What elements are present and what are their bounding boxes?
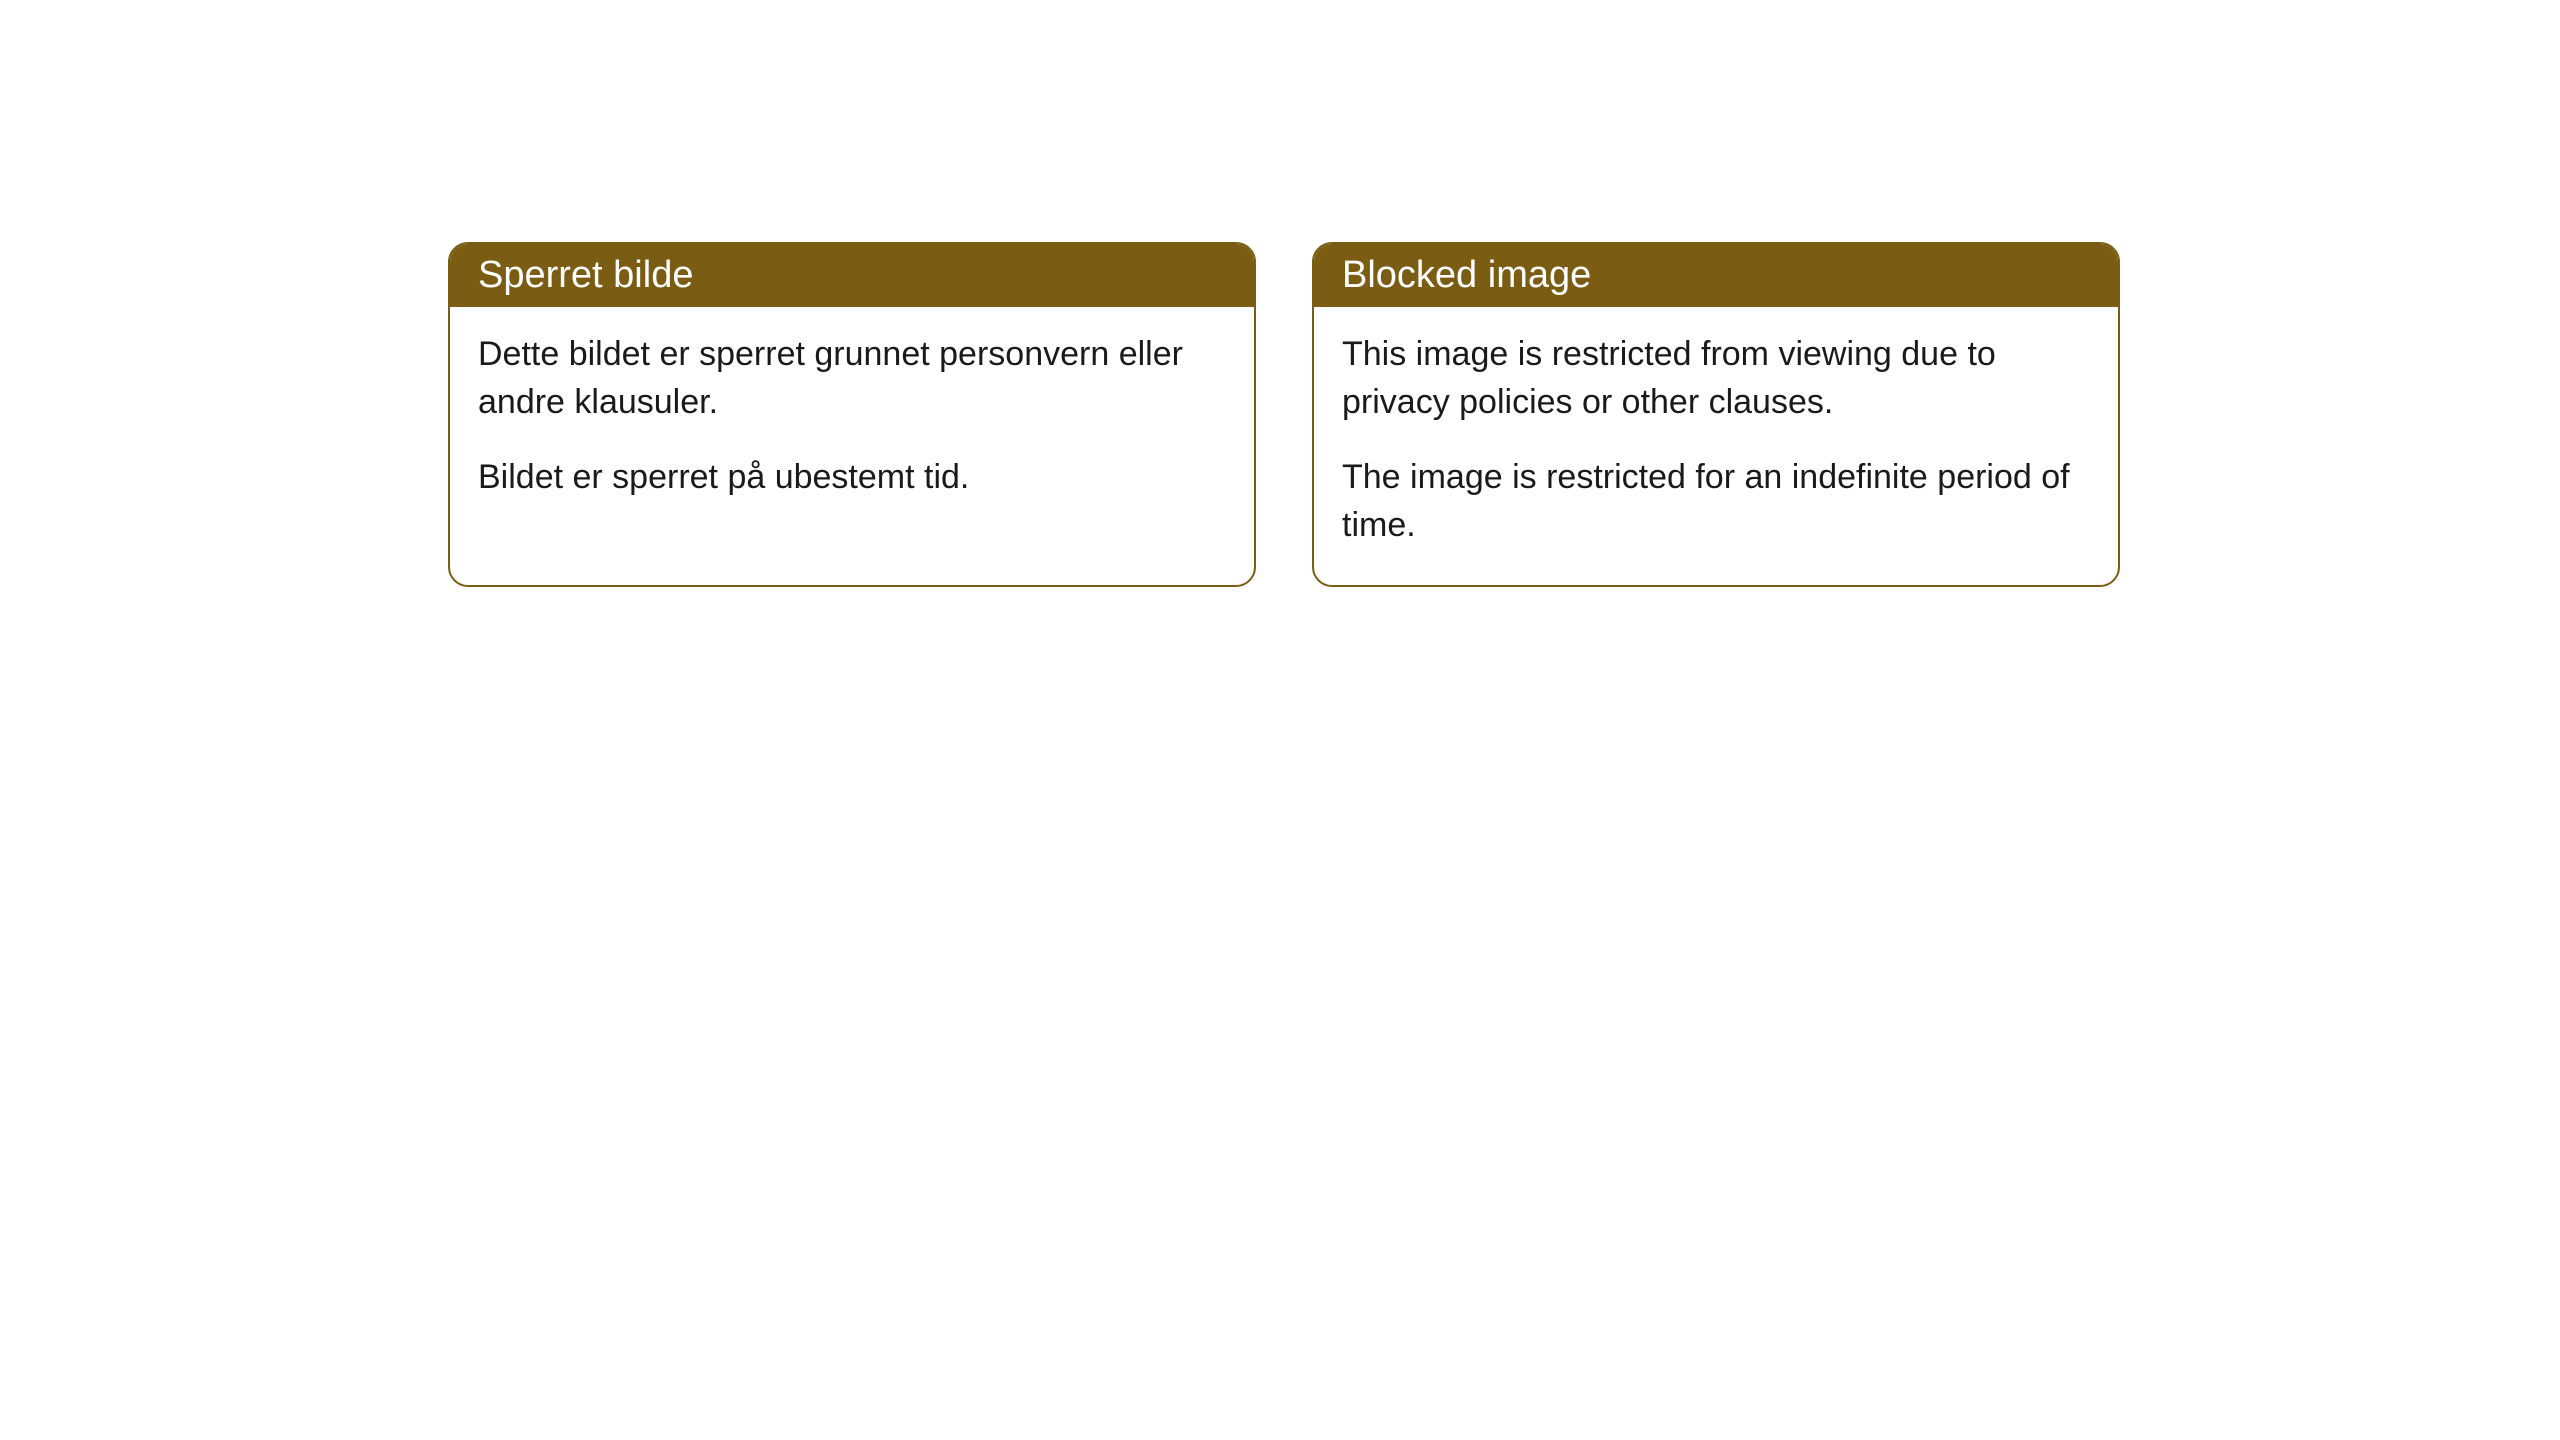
notice-paragraph-1-norwegian: Dette bildet er sperret grunnet personve… — [478, 331, 1226, 426]
notice-body-norwegian: Dette bildet er sperret grunnet personve… — [450, 307, 1254, 538]
notice-title-english: Blocked image — [1342, 254, 1591, 296]
notice-title-norwegian: Sperret bilde — [478, 254, 693, 296]
notice-header-norwegian: Sperret bilde — [450, 244, 1254, 307]
notice-container: Sperret bilde Dette bildet er sperret gr… — [0, 0, 2560, 587]
notice-paragraph-2-norwegian: Bildet er sperret på ubestemt tid. — [478, 454, 1226, 502]
notice-card-english: Blocked image This image is restricted f… — [1312, 242, 2120, 587]
notice-card-norwegian: Sperret bilde Dette bildet er sperret gr… — [448, 242, 1256, 587]
notice-paragraph-1-english: This image is restricted from viewing du… — [1342, 331, 2090, 426]
notice-paragraph-2-english: The image is restricted for an indefinit… — [1342, 454, 2090, 549]
notice-header-english: Blocked image — [1314, 244, 2118, 307]
notice-body-english: This image is restricted from viewing du… — [1314, 307, 2118, 585]
